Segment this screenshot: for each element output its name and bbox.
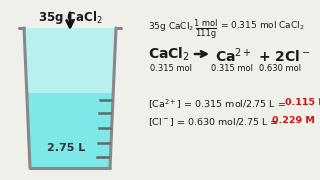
Text: Ca$^{2+}$ + 2Cl$^-$: Ca$^{2+}$ + 2Cl$^-$ bbox=[215, 46, 310, 65]
Text: 0.229 M: 0.229 M bbox=[272, 116, 315, 125]
Polygon shape bbox=[27, 93, 113, 168]
Text: = 0.315 mol CaCl$_2$: = 0.315 mol CaCl$_2$ bbox=[220, 20, 305, 33]
Text: 0.630 mol: 0.630 mol bbox=[259, 64, 301, 73]
Text: 35g CaCl$_2$: 35g CaCl$_2$ bbox=[148, 20, 194, 33]
Text: 0.315 mol: 0.315 mol bbox=[211, 64, 253, 73]
Text: [Ca$^{2+}$] = 0.315 mol/2.75 L =: [Ca$^{2+}$] = 0.315 mol/2.75 L = bbox=[148, 98, 287, 111]
Polygon shape bbox=[24, 28, 116, 168]
Text: 0.115 M: 0.115 M bbox=[285, 98, 320, 107]
Text: 111g: 111g bbox=[196, 29, 217, 38]
Text: 2.75 L: 2.75 L bbox=[47, 143, 85, 153]
Text: CaCl$_2$: CaCl$_2$ bbox=[148, 46, 190, 63]
Text: 35g CaCl$_2$: 35g CaCl$_2$ bbox=[38, 9, 102, 26]
Text: 1 mol: 1 mol bbox=[194, 19, 218, 28]
Text: 0.315 mol: 0.315 mol bbox=[150, 64, 192, 73]
Text: [Cl$^-$] = 0.630 mol/2.75 L =: [Cl$^-$] = 0.630 mol/2.75 L = bbox=[148, 116, 280, 128]
